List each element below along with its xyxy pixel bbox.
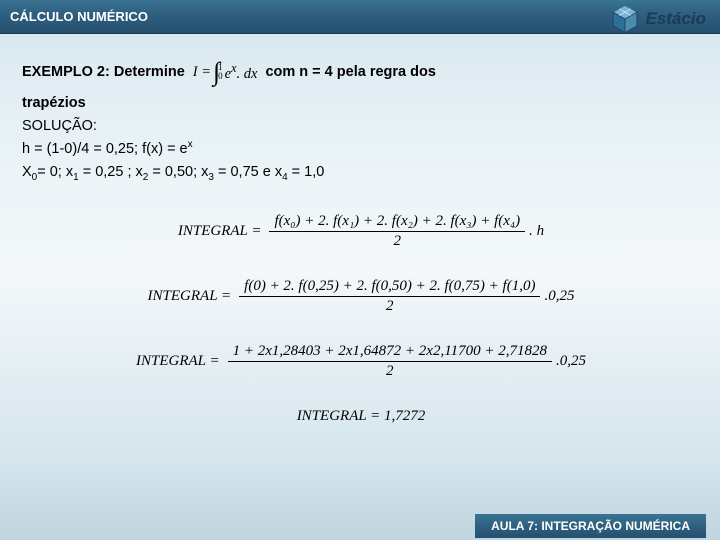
f2-den: 2: [386, 297, 394, 315]
f2-lead: INTEGRAL =: [148, 288, 232, 305]
header-title: CÁLCULO NUMÉRICO: [10, 9, 148, 24]
f1-den: 2: [394, 232, 402, 250]
f2-num: f(0) + 2. f(0,25) + 2. f(0,50) + 2. f(0,…: [239, 278, 540, 297]
fraction-icon: f(x₀) + 2. f(x₁) + 2. f(x₂) + 2. f(x₃) +…: [269, 213, 525, 250]
fraction-icon: 1 + 2x1,28403 + 2x1,64872 + 2x2,11700 + …: [228, 343, 552, 380]
example-line-2: trapézios: [22, 92, 704, 114]
fraction-icon: f(0) + 2. f(0,25) + 2. f(0,50) + 2. f(0,…: [239, 278, 540, 315]
footer: AULA 7: INTEGRAÇÃO NUMÉRICA: [0, 512, 720, 540]
formula-3: INTEGRAL = 1 + 2x1,28403 + 2x1,64872 + 2…: [22, 343, 704, 380]
h-text: h = (1-0)/4 = 0,25; f(x) = e: [22, 141, 188, 157]
formulas-block: INTEGRAL = f(x₀) + 2. f(x₁) + 2. f(x₂) +…: [22, 213, 704, 425]
example-line-1: EXEMPLO 2: Determine I = ∫ 1 0 ex. dx co…: [22, 52, 704, 92]
f1-lead: INTEGRAL =: [178, 223, 262, 240]
f1-num: f(x₀) + 2. f(x₁) + 2. f(x₂) + 2. f(x₃) +…: [269, 213, 525, 232]
f3-den: 2: [386, 362, 394, 380]
f3-tail: .0,25: [556, 353, 586, 370]
int-lower: 0: [218, 72, 223, 81]
f3-num: 1 + 2x1,28403 + 2x1,64872 + 2x2,11700 + …: [228, 343, 552, 362]
h-line: h = (1-0)/4 = 0,25; f(x) = ex: [22, 137, 704, 160]
formula-4: INTEGRAL = 1,7272: [22, 408, 704, 425]
formula-1: INTEGRAL = f(x₀) + 2. f(x₁) + 2. f(x₂) +…: [22, 213, 704, 250]
f1-tail: . h: [529, 223, 544, 240]
logo-cube-icon: [608, 2, 642, 36]
f3-lead: INTEGRAL =: [136, 353, 220, 370]
x-line: X0= 0; x1 = 0,25 ; x2 = 0,50; x3 = 0,75 …: [22, 161, 704, 185]
integral-icon: I = ∫ 1 0 ex. dx: [193, 52, 258, 92]
h-sup: x: [188, 139, 193, 150]
logo: Estácio: [608, 2, 706, 36]
f4-text: INTEGRAL = 1,7272: [297, 408, 426, 425]
example-label: EXEMPLO 2: Determine: [22, 64, 185, 80]
content-area: EXEMPLO 2: Determine I = ∫ 1 0 ex. dx co…: [0, 34, 720, 425]
solution-label: SOLUÇÃO:: [22, 115, 704, 137]
formula-2: INTEGRAL = f(0) + 2. f(0,25) + 2. f(0,50…: [22, 278, 704, 315]
logo-text: Estácio: [646, 9, 706, 29]
f2-tail: .0,25: [544, 288, 574, 305]
int-dx: . dx: [236, 66, 257, 82]
footer-text: AULA 7: INTEGRAÇÃO NUMÉRICA: [475, 514, 706, 538]
example-tail: com n = 4 pela regra dos: [265, 64, 435, 80]
